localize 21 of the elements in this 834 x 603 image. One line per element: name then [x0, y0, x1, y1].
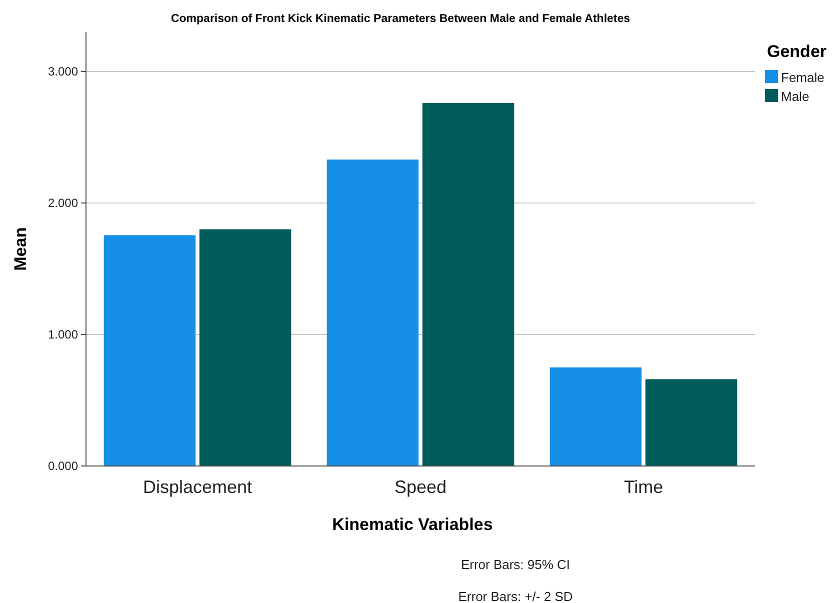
x-tick-label: Displacement: [142, 477, 252, 497]
bar: [104, 235, 196, 466]
y-tick-label: 2.000: [48, 196, 78, 210]
legend-title: Gender: [767, 42, 827, 61]
y-tick-label: 3.000: [48, 64, 78, 79]
bar: [199, 229, 292, 466]
y-tick-label: 1.000: [48, 328, 78, 342]
bar: [422, 103, 514, 466]
text: Error Bars: 95% CI: [460, 557, 570, 572]
x-axis-title: Kinematic Variables: [332, 515, 493, 534]
bar: [550, 367, 642, 466]
x-tick-label: Speed: [394, 477, 447, 497]
bar: [645, 379, 738, 466]
chart-title: Comparison of Front Kick Kinematic Parameters Between Male and Female Athletes: [170, 13, 630, 25]
y-tick-label: 0.000: [48, 459, 78, 474]
legend-label: Male: [781, 89, 810, 104]
legend-label: Female: [781, 70, 824, 85]
x-tick-label: Time: [624, 477, 664, 497]
bar: [326, 160, 419, 466]
text: Error Bars: +/- 2 SD: [458, 589, 573, 603]
y-axis-title: Mean: [11, 227, 30, 271]
